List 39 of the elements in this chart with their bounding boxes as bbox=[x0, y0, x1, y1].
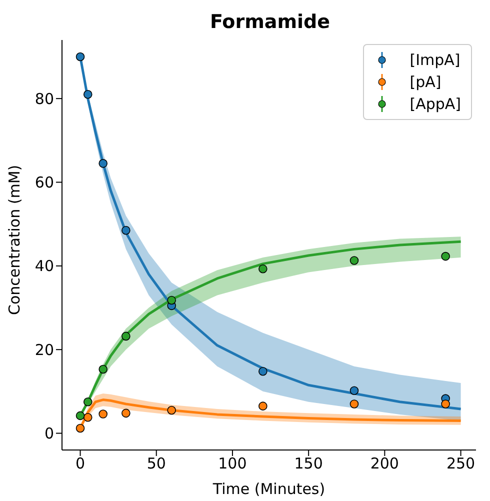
point bbox=[83, 90, 92, 99]
x-tick-label: 100 bbox=[218, 454, 247, 473]
point bbox=[258, 366, 268, 376]
x-tick-label: 150 bbox=[294, 454, 323, 473]
point bbox=[76, 424, 85, 433]
point bbox=[98, 410, 108, 418]
x-tick-label: 250 bbox=[446, 454, 476, 473]
legend-label: [pA] bbox=[410, 73, 442, 91]
point bbox=[98, 364, 108, 374]
x-tick-label: 200 bbox=[370, 454, 399, 473]
point bbox=[258, 402, 268, 410]
x-axis-title: Time (Minutes) bbox=[212, 480, 326, 498]
point bbox=[76, 52, 85, 62]
point bbox=[167, 296, 176, 305]
x-tick-label: 0 bbox=[75, 454, 86, 473]
point bbox=[83, 412, 92, 422]
point bbox=[441, 400, 450, 408]
point bbox=[350, 256, 359, 265]
point bbox=[83, 397, 92, 406]
legend-label: [ImpA] bbox=[410, 51, 460, 69]
point bbox=[122, 332, 130, 341]
y-tick-label: 40 bbox=[34, 257, 54, 276]
point bbox=[122, 408, 130, 418]
chart-title: Formamide bbox=[208, 10, 332, 35]
y-tick-label: 60 bbox=[34, 174, 54, 192]
point bbox=[98, 159, 108, 168]
legend-label: [AppA] bbox=[410, 95, 461, 113]
y-tick-label: 80 bbox=[34, 90, 54, 108]
y-tick-label: 0 bbox=[44, 424, 54, 443]
point bbox=[441, 252, 450, 261]
point bbox=[258, 264, 268, 274]
point bbox=[76, 411, 85, 420]
point bbox=[350, 386, 359, 395]
y-axis-title: Concentration (mM) bbox=[5, 164, 24, 315]
point bbox=[122, 226, 130, 235]
x-tick-label: 50 bbox=[146, 454, 166, 473]
point bbox=[167, 406, 176, 415]
y-tick-label: 20 bbox=[34, 340, 54, 359]
point bbox=[350, 400, 359, 408]
